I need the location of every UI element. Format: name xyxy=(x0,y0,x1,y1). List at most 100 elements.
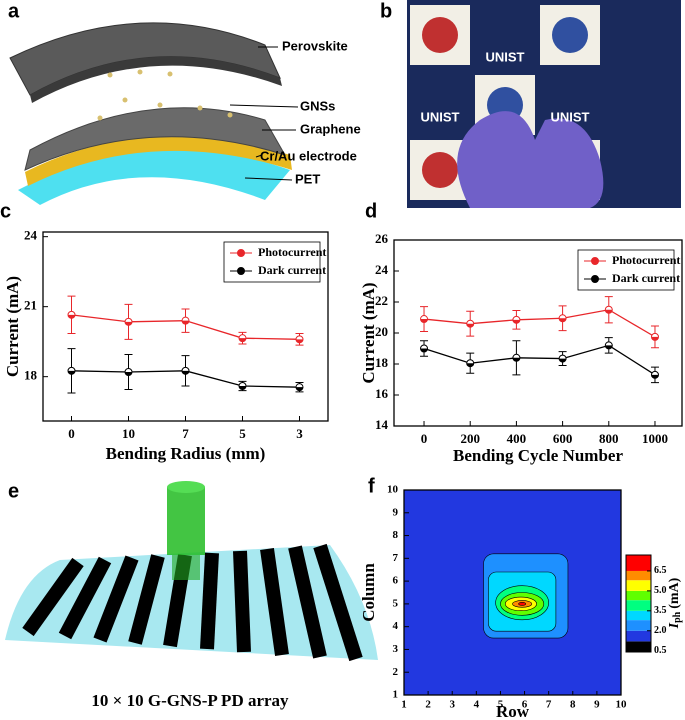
legend-label: Dark current xyxy=(612,271,680,285)
panel-label: b xyxy=(380,0,392,22)
marker-half xyxy=(239,338,247,342)
x-tick-label: 0 xyxy=(68,426,75,441)
colorbar-band xyxy=(626,630,651,642)
marker-half xyxy=(466,323,474,328)
panel-label: f xyxy=(368,475,375,497)
plot-frame xyxy=(403,489,622,696)
x-tick-label: 400 xyxy=(507,431,527,446)
x-tick-label: 5 xyxy=(239,426,246,441)
colorbar-band xyxy=(626,555,651,571)
y-tick-label: 16 xyxy=(375,386,389,401)
series-line xyxy=(423,309,656,338)
x-tick-label: 1 xyxy=(401,699,407,711)
y-tick-label: 18 xyxy=(375,355,389,370)
colorbar-tick-label: 2.0 xyxy=(654,625,667,636)
marker-half xyxy=(296,339,304,343)
layer-label: PET xyxy=(295,171,320,186)
y-tick-label: 20 xyxy=(375,324,388,339)
caption: 10 × 10 G-GNS-P PD array xyxy=(91,691,289,710)
marker-half xyxy=(512,357,520,362)
y-tick-label: 14 xyxy=(375,417,389,432)
y-tick-label: 6 xyxy=(393,575,399,587)
y-tick-label: 22 xyxy=(375,293,388,308)
marker-half xyxy=(559,358,567,363)
colorbar-tick-label: 6.5 xyxy=(654,565,667,576)
layer-label: Perovskite xyxy=(282,38,348,53)
series-line xyxy=(423,344,656,376)
marker-half xyxy=(182,320,189,325)
legend-marker xyxy=(237,267,245,275)
colorbar-tick-label: 5.0 xyxy=(654,585,667,596)
marker-half xyxy=(651,374,659,379)
x-tick-label: 7 xyxy=(182,426,189,441)
colorbar-band xyxy=(626,600,651,611)
legend-box xyxy=(577,249,675,291)
x-tick-label: 9 xyxy=(594,699,600,711)
contour-region xyxy=(518,601,527,606)
panel-label: a xyxy=(8,0,20,22)
x-tick-label: 5 xyxy=(498,699,504,711)
layer-label: Graphene xyxy=(300,121,361,136)
y-tick-label: 10 xyxy=(387,484,399,496)
x-tick-label: 10 xyxy=(616,699,628,711)
legend-marker xyxy=(591,275,599,283)
array-schematic xyxy=(5,481,378,662)
y-tick-label: 18 xyxy=(24,368,38,383)
marker-half xyxy=(466,363,474,367)
y-axis-label: Current (mA) xyxy=(3,276,22,377)
colorbar-band xyxy=(626,620,651,631)
x-axis-label: Bending Radius (mm) xyxy=(106,444,266,463)
x-tick-label: 8 xyxy=(570,699,576,711)
panel-label: e xyxy=(8,480,19,502)
photo-text: UNIST xyxy=(486,49,525,64)
colorbar-frame xyxy=(625,554,652,653)
marker-half xyxy=(68,370,75,375)
legend-marker xyxy=(591,257,599,265)
colorbar-tick-label: 3.5 xyxy=(654,605,667,616)
photo-text: UNIST xyxy=(551,109,590,124)
marker-half xyxy=(68,314,75,319)
marker-half xyxy=(605,309,613,314)
photo xyxy=(407,0,681,208)
x-tick-label: 600 xyxy=(553,431,573,446)
x-tick-label: 3 xyxy=(296,426,303,441)
y-tick-label: 21 xyxy=(24,298,37,313)
x-tick-label: 0 xyxy=(421,431,428,446)
x-axis-label: Row xyxy=(496,702,530,720)
legend-label: Photocurrent xyxy=(612,253,680,267)
marker-half xyxy=(559,318,567,322)
colorbar-band xyxy=(626,641,651,652)
y-tick-label: 3 xyxy=(393,643,399,655)
legend-box xyxy=(223,241,321,283)
colorbar-tick-label: 0.5 xyxy=(654,645,667,656)
colorbar-band xyxy=(626,610,651,621)
x-tick-label: 6 xyxy=(522,699,528,711)
y-tick-label: 8 xyxy=(393,529,399,541)
y-axis-label: Column xyxy=(359,563,378,622)
x-axis-label: Bending Cycle Number xyxy=(453,446,623,465)
x-tick-label: 200 xyxy=(460,431,480,446)
marker-half xyxy=(296,387,304,391)
x-tick-label: 800 xyxy=(599,431,619,446)
colorbar-label: Iph (mA) xyxy=(667,577,683,629)
colorbar-unit: (mA) xyxy=(667,577,682,608)
y-tick-label: 5 xyxy=(393,597,399,609)
marker-half xyxy=(182,370,189,375)
y-tick-label: 4 xyxy=(393,620,399,632)
y-tick-label: 24 xyxy=(24,228,38,243)
y-tick-label: 26 xyxy=(375,231,389,246)
legend-marker xyxy=(237,249,245,257)
panel-label: d xyxy=(365,200,377,222)
y-tick-label: 1 xyxy=(393,689,399,701)
marker-half xyxy=(605,345,613,349)
colorbar-symbol: I xyxy=(667,622,682,629)
marker-half xyxy=(651,336,659,341)
marker-half xyxy=(125,321,132,326)
x-tick-label: 1000 xyxy=(642,431,668,446)
colorbar-band xyxy=(626,590,651,601)
x-tick-label: 2 xyxy=(425,699,431,711)
x-tick-label: 4 xyxy=(474,699,480,711)
colorbar-band xyxy=(626,580,651,591)
photo-text: UNIST xyxy=(421,109,460,124)
